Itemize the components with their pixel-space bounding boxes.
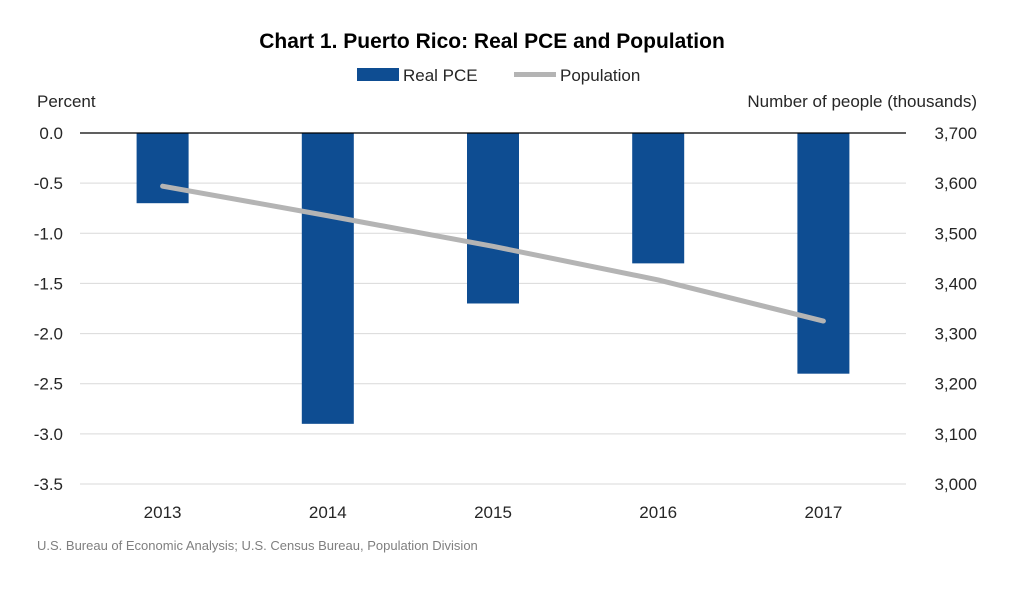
y-tick-label-left: -2.5 (34, 375, 63, 394)
source-note: U.S. Bureau of Economic Analysis; U.S. C… (37, 538, 478, 553)
legend-label-population: Population (560, 66, 640, 85)
legend-swatch-real-pce (357, 68, 399, 81)
y-tick-label-right: 3,000 (934, 475, 977, 494)
y-tick-label-right: 3,400 (934, 274, 977, 293)
y-tick-label-left: -0.5 (34, 174, 63, 193)
bar-real-pce (632, 133, 685, 264)
x-tick-label: 2014 (309, 503, 347, 522)
y-tick-label-left: -3.0 (34, 425, 63, 444)
y-tick-label-right: 3,100 (934, 425, 977, 444)
y-tick-label-left: -1.5 (34, 274, 63, 293)
y-axis-right-title: Number of people (thousands) (747, 92, 977, 111)
legend-label-real-pce: Real PCE (403, 66, 478, 85)
x-tick-label: 2017 (804, 503, 842, 522)
tick-labels: 0.0 3,700 -0.5 3,600 -1.0 3,500 -1.5 3,400 -2.0 3… (34, 124, 977, 522)
y-tick-label-left: -2.0 (34, 325, 63, 344)
x-tick-label: 2015 (474, 503, 512, 522)
x-tick-label: 2016 (639, 503, 677, 522)
bar-real-pce (136, 133, 189, 204)
y-tick-label-left: -3.5 (34, 475, 63, 494)
y-tick-label-right: 3,300 (934, 325, 977, 344)
bar-real-pce (301, 133, 354, 424)
y-tick-label-right: 3,700 (934, 124, 977, 143)
bar-real-pce (797, 133, 850, 374)
y-axis-left-title: Percent (37, 92, 96, 111)
y-tick-label-left: 0.0 (39, 124, 63, 143)
bars (80, 132, 906, 424)
y-tick-label-left: -1.0 (34, 224, 63, 243)
legend: Real PCE Population (357, 66, 640, 85)
population-line-group (160, 183, 826, 324)
x-tick-label: 2013 (144, 503, 182, 522)
y-tick-label-right: 3,600 (934, 174, 977, 193)
chart-title: Chart 1. Puerto Rico: Real PCE and Popul… (259, 30, 725, 53)
y-tick-label-right: 3,200 (934, 375, 977, 394)
population-line (160, 183, 826, 324)
bar-real-pce (467, 133, 519, 304)
y-tick-label-right: 3,500 (934, 224, 977, 243)
